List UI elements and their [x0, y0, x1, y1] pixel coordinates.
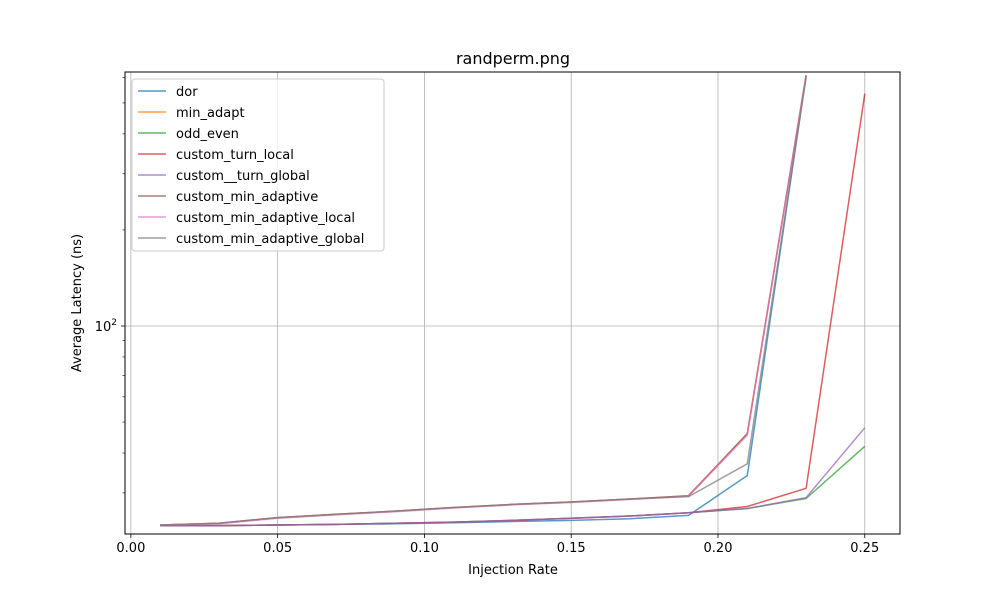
legend-entry: custom__turn_global — [176, 169, 310, 184]
x-tick-label: 0.10 — [410, 541, 439, 556]
chart-title: randperm.png — [456, 49, 570, 68]
x-tick-label: 0.20 — [704, 541, 733, 556]
x-axis-label: Injection Rate — [468, 563, 558, 578]
plot-frame — [124, 71, 901, 535]
legend-entry: custom_min_adaptive — [176, 190, 318, 205]
series-line-custom-turn-global — [160, 427, 866, 527]
y-tick-label: 102 — [95, 318, 117, 335]
x-tick-label: 0.05 — [263, 541, 292, 556]
legend-entry: custom_min_adaptive_local — [176, 211, 355, 226]
legend-entry: dor — [176, 85, 198, 100]
legend-entry: custom_min_adaptive_global — [176, 232, 364, 247]
series-line-custom-min-adaptive-global — [160, 77, 807, 526]
x-tick-label: 0.25 — [850, 541, 879, 556]
legend-entry: odd_even — [176, 127, 239, 142]
legend-entry: custom_turn_local — [176, 148, 294, 163]
x-tick-label: 0.00 — [116, 541, 145, 556]
legend-entry: min_adapt — [176, 106, 245, 121]
y-axis-label: Average Latency (ns) — [70, 234, 85, 372]
legend-box — [131, 78, 385, 252]
series-lines — [160, 75, 866, 527]
x-tick-label: 0.15 — [557, 541, 586, 556]
axis-ticks: 0.00 0.05 0.10 0.15 0.20 0.25 102 — [95, 77, 879, 556]
legend: dor min_adapt odd_even custom_turn_localcus… — [131, 78, 385, 252]
